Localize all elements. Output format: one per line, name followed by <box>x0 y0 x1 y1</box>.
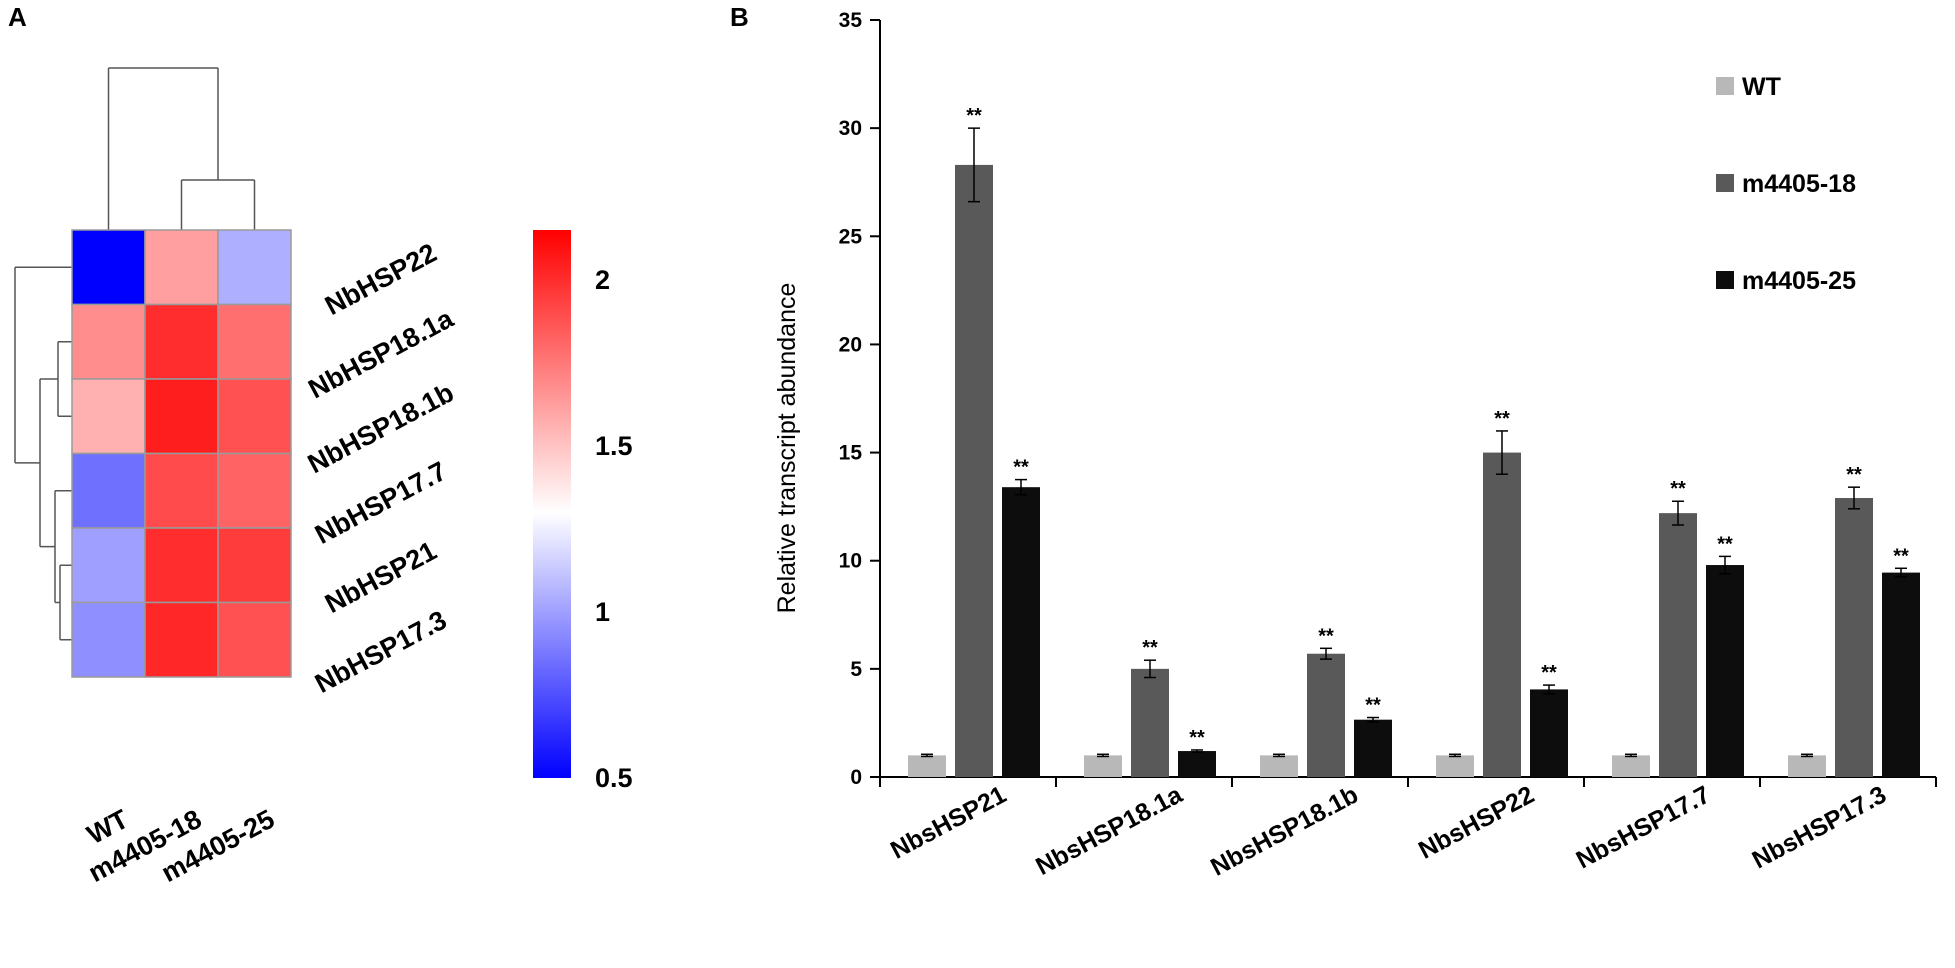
row-dendrogram <box>14 266 72 641</box>
category-label: NbsHSP18.1a <box>1031 780 1187 881</box>
heatmap-cell <box>217 452 292 529</box>
significance-mark: ** <box>1365 695 1381 717</box>
heatmap-cell <box>144 452 219 529</box>
significance-mark: ** <box>1318 625 1334 647</box>
bar <box>1882 572 1920 777</box>
error-bars <box>921 127 1907 758</box>
legend-swatch <box>1716 174 1734 192</box>
category-label: NbsHSP18.1b <box>1206 781 1363 882</box>
category-labels: NbsHSP21 NbsHSP18.1a NbsHSP18.1b NbsHSP22 Nb… <box>886 780 1891 882</box>
y-axis: 0 5 10 15 20 25 30 35 <box>839 9 881 789</box>
heatmap-cell <box>217 303 292 380</box>
category-label: NbsHSP17.7 <box>1572 781 1715 875</box>
heatmap-cell <box>217 378 292 455</box>
y-tick-label: 30 <box>839 117 862 140</box>
heatmap-cell <box>217 527 292 604</box>
significance-mark: ** <box>1494 408 1510 430</box>
heatmap-cell <box>71 527 146 604</box>
bar <box>1706 565 1744 777</box>
bar <box>1530 689 1568 777</box>
heatmap-cell <box>71 452 146 529</box>
x-axis <box>879 776 1937 787</box>
significance-mark: ** <box>1670 478 1686 500</box>
colorbar-tick-label: 2 <box>595 265 610 295</box>
heatmap-cell <box>71 378 146 455</box>
y-axis-title: Relative transcript abundance <box>773 283 801 614</box>
legend-label: m4405-25 <box>1742 267 1856 295</box>
y-tick-label: 20 <box>839 333 862 356</box>
bar <box>1084 755 1122 777</box>
bar <box>1354 719 1392 777</box>
heatmap-cell <box>144 303 219 380</box>
heatmap-cell <box>71 229 146 306</box>
bar <box>1260 755 1298 777</box>
significance-mark: ** <box>1846 464 1862 486</box>
heatmap-cell <box>217 601 292 678</box>
bar <box>1788 755 1826 777</box>
legend-swatch <box>1716 271 1734 289</box>
bar <box>1835 497 1873 777</box>
colorbar-tick-label: 1 <box>595 597 610 627</box>
heatmap-cell <box>71 601 146 678</box>
legend-swatch <box>1716 77 1734 95</box>
heatmap-cell <box>71 303 146 380</box>
bar <box>955 164 993 777</box>
legend-label: WT <box>1742 73 1781 101</box>
bar <box>1659 513 1697 777</box>
legend: WT m4405-18 m4405-25 <box>1716 73 1856 295</box>
panel-b-label: B <box>730 2 749 32</box>
y-tick-label: 10 <box>839 550 862 573</box>
heatmap-cells <box>71 229 292 678</box>
significance-mark: ** <box>1893 545 1909 567</box>
heatmap-cell <box>144 378 219 455</box>
heatmap-row-label: NbHSP22 <box>320 238 441 322</box>
heatmap-cell <box>144 527 219 604</box>
bar <box>1436 755 1474 777</box>
significance-mark: ** <box>966 105 982 127</box>
bar <box>1178 751 1216 777</box>
bar <box>1307 653 1345 777</box>
category-label: NbsHSP22 <box>1414 781 1539 865</box>
category-label: NbsHSP21 <box>886 781 1011 865</box>
significance-mark: ** <box>1189 727 1205 749</box>
heatmap-cell <box>144 229 219 306</box>
bar <box>1612 755 1650 777</box>
column-dendrogram <box>107 67 256 230</box>
heatmap-panel: A NbHSP22NbHSP18.1aNbHSP18.1bNbHSP17.7Nb… <box>8 2 633 888</box>
y-tick-label: 35 <box>839 9 863 32</box>
bar <box>1131 668 1169 777</box>
colorbar <box>533 230 571 778</box>
bars <box>908 164 1920 777</box>
bar-chart-panel: B 0 5 10 15 20 25 30 35 Relative transcript abu… <box>730 2 1937 882</box>
significance-mark: ** <box>1142 637 1158 659</box>
bar <box>1483 452 1521 777</box>
heatmap-row-label: NbHSP21 <box>320 536 441 620</box>
heatmap-cell <box>217 229 292 306</box>
bar <box>1002 487 1040 777</box>
category-label: NbsHSP17.3 <box>1748 781 1891 875</box>
bar <box>908 755 946 777</box>
significance-mark: ** <box>1013 457 1029 479</box>
significance-mark: ** <box>1717 533 1733 555</box>
y-tick-label: 5 <box>850 658 862 681</box>
significance-mark: ** <box>1541 662 1557 684</box>
colorbar-tick-label: 0.5 <box>595 763 633 793</box>
y-tick-label: 15 <box>839 442 863 465</box>
colorbar-ticks: 0.5 1 1.5 2 <box>595 265 633 793</box>
heatmap-row-labels: NbHSP22NbHSP18.1aNbHSP18.1bNbHSP17.7NbHS… <box>303 238 459 699</box>
colorbar-tick-label: 1.5 <box>595 431 633 461</box>
legend-label: m4405-18 <box>1742 170 1856 198</box>
y-tick-label: 0 <box>850 766 862 789</box>
heatmap-cell <box>144 601 219 678</box>
y-tick-label: 25 <box>839 225 863 248</box>
heatmap-row-label: NbHSP17.3 <box>310 605 451 699</box>
panel-a-label: A <box>8 2 27 32</box>
significance-marks: ** ** ** ** ** ** ** ** ** ** ** ** <box>966 105 1909 749</box>
